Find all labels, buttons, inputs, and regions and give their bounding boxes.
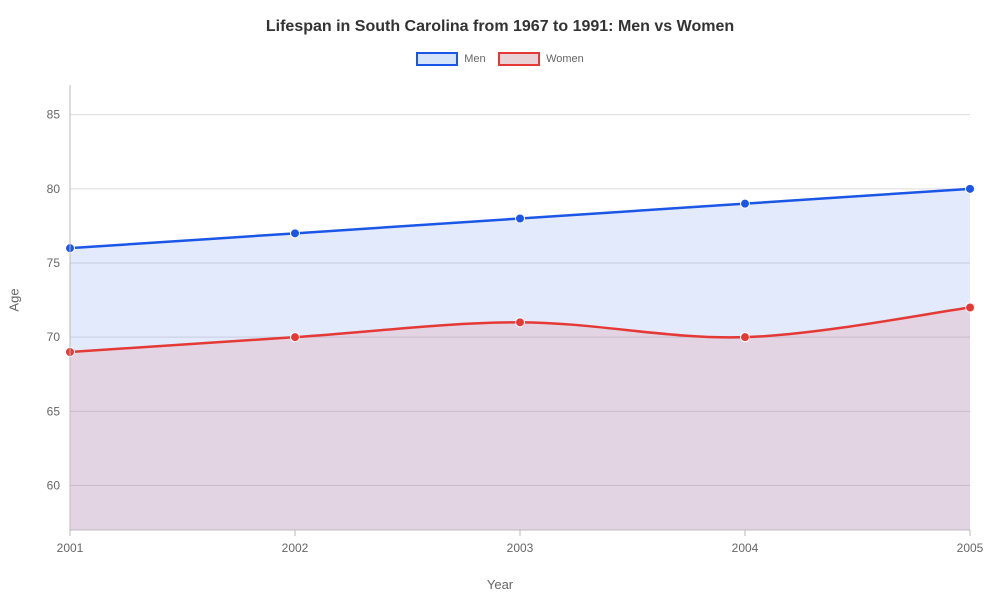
x-tick-label: 2002 <box>282 541 309 555</box>
chart-plot: 2001 2002 2003 2004 2005 60 65 70 75 80 85 <box>0 0 1000 600</box>
x-ticks-group: 2001 2002 2003 2004 2005 <box>57 541 984 555</box>
y-ticks-group: 60 65 70 75 80 85 <box>47 108 61 493</box>
series-marker <box>741 333 750 342</box>
x-tick-label: 2001 <box>57 541 84 555</box>
y-tick-label: 75 <box>47 256 61 270</box>
x-tick-label: 2003 <box>507 541 534 555</box>
y-tick-label: 70 <box>47 330 61 344</box>
series-marker <box>291 229 300 238</box>
series-marker <box>966 184 975 193</box>
series-marker <box>741 199 750 208</box>
series-marker <box>516 214 525 223</box>
series-marker <box>516 318 525 327</box>
chart-container: Lifespan in South Carolina from 1967 to … <box>0 0 1000 600</box>
x-tick-label: 2004 <box>732 541 759 555</box>
x-tick-label: 2005 <box>957 541 984 555</box>
y-tick-label: 60 <box>47 479 61 493</box>
series-marker <box>966 303 975 312</box>
series-marker <box>291 333 300 342</box>
y-tick-label: 85 <box>47 108 61 122</box>
y-tick-label: 65 <box>47 404 61 418</box>
y-tick-label: 80 <box>47 182 61 196</box>
